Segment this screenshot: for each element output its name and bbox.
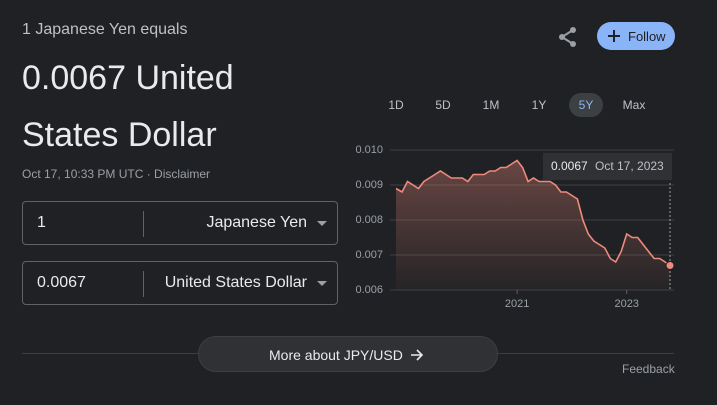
amount[interactable]: 0.0067 — [37, 274, 86, 291]
follow-label: Follow — [628, 29, 666, 44]
x-tick-label: 2023 — [614, 298, 638, 310]
range-tab[interactable]: 1D — [388, 98, 404, 112]
tooltip — [543, 153, 672, 180]
range-tab[interactable]: 1M — [482, 98, 500, 112]
y-tick-label: 0.009 — [355, 179, 383, 191]
amount[interactable]: 1 — [37, 214, 46, 231]
subtitle: 1 Japanese Yen equals — [22, 21, 188, 38]
timestamp: Oct 17, 10:33 PM UTC · Disclaimer — [22, 167, 211, 181]
y-tick-label: 0.007 — [355, 249, 383, 261]
hover-point — [665, 261, 675, 270]
chart: 0.010 0.009 0.008 0.007 0.006 2021 2023 0.0067 O… — [355, 144, 675, 310]
amount-row[interactable]: 1 Japanese Yen — [22, 201, 338, 245]
currency[interactable]: United States Dollar — [164, 274, 307, 291]
area — [396, 160, 670, 290]
y-tick-label: 0.006 — [355, 284, 383, 296]
range-tab[interactable]: 1Y — [531, 98, 547, 112]
currency[interactable]: Japanese Yen — [206, 214, 307, 231]
range-tab[interactable]: 5D — [435, 98, 451, 112]
range-tab[interactable]: 5Y — [569, 93, 603, 117]
line — [395, 159, 671, 267]
more-label: More about JPY/USD — [269, 347, 403, 363]
amount-row[interactable]: 0.0067 United States Dollar — [22, 261, 338, 305]
arrow-icon — [411, 349, 424, 361]
tooltip-date: Oct 17, 2023 — [595, 159, 664, 173]
share-icon[interactable] — [556, 25, 580, 49]
x-tick-label: 2021 — [505, 298, 529, 310]
y-tick-label: 0.008 — [355, 214, 383, 226]
feedback[interactable]: Feedback — [622, 362, 675, 376]
range-tab[interactable]: Max — [622, 98, 646, 112]
plus-icon — [608, 30, 620, 42]
more-button[interactable]: More about JPY/USD — [198, 336, 498, 372]
y-tick-label: 0.010 — [355, 144, 383, 156]
result: 0.0067 United States Dollar — [22, 59, 234, 154]
tooltip-value: 0.0067 — [551, 159, 588, 173]
follow-button[interactable]: Follow — [597, 22, 675, 50]
